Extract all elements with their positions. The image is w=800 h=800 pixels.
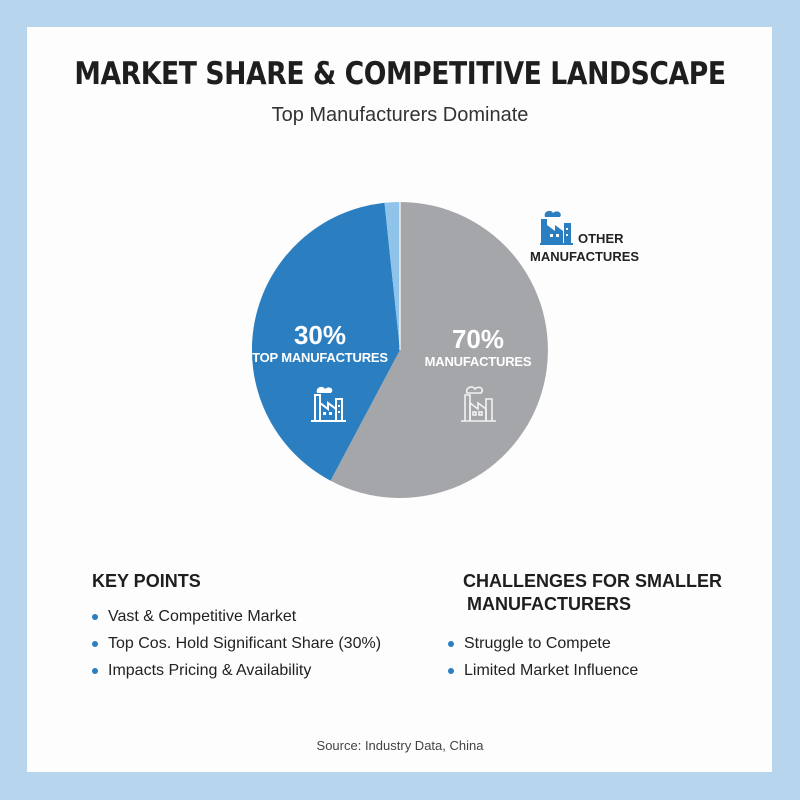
list-item: Limited Market Influence	[444, 657, 638, 684]
source-note: Source: Industry Data, China	[316, 738, 484, 753]
slice-label-manufactures: 70% MANUFACTURES	[418, 324, 538, 370]
challenges-title-line2: MANUFACTURERS	[467, 594, 631, 614]
challenges-title: CHALLENGES FOR SMALLER MANUFACTURERS	[463, 570, 722, 616]
slice-percent: 70%	[451, 324, 505, 354]
slice-percent: 30%	[293, 320, 347, 350]
factory-icon	[461, 386, 496, 422]
slice-label-other-manufactures: OTHER MANUFACTURES	[530, 230, 639, 266]
key-points-title: KEY POINTS	[92, 571, 201, 591]
pie-slice-other-manufactures	[384, 201, 400, 350]
key-points-list: Vast & Competitive Market Top Cos. Hold …	[88, 603, 381, 684]
pie-slice-manufactures	[330, 202, 548, 498]
page-subtitle: Top Manufacturers Dominate	[271, 104, 529, 126]
challenges-list: Struggle to Compete Limited Market Influ…	[444, 630, 638, 684]
list-item: Impacts Pricing & Availability	[88, 657, 381, 684]
list-item: Top Cos. Hold Significant Share (30%)	[88, 630, 381, 657]
factory-icon	[540, 210, 573, 245]
slice-category: MANUFACTURES	[424, 354, 532, 369]
pie-slice-top-manufactures	[251, 202, 400, 481]
list-item: Struggle to Compete	[444, 630, 638, 657]
slice-label-top-manufactures: 30% TOP MANUFACTURES	[250, 320, 390, 366]
other-label-line2: MANUFACTURES	[530, 249, 640, 264]
page-title: MARKET SHARE & COMPETITIVE LANDSCAPE	[74, 56, 726, 92]
challenges-title-line1: CHALLENGES FOR SMALLER	[463, 571, 722, 591]
slice-category: TOP MANUFACTURES	[252, 350, 388, 365]
other-label-line1: OTHER	[578, 231, 624, 246]
factory-icon	[311, 386, 346, 422]
list-item: Vast & Competitive Market	[88, 603, 381, 630]
